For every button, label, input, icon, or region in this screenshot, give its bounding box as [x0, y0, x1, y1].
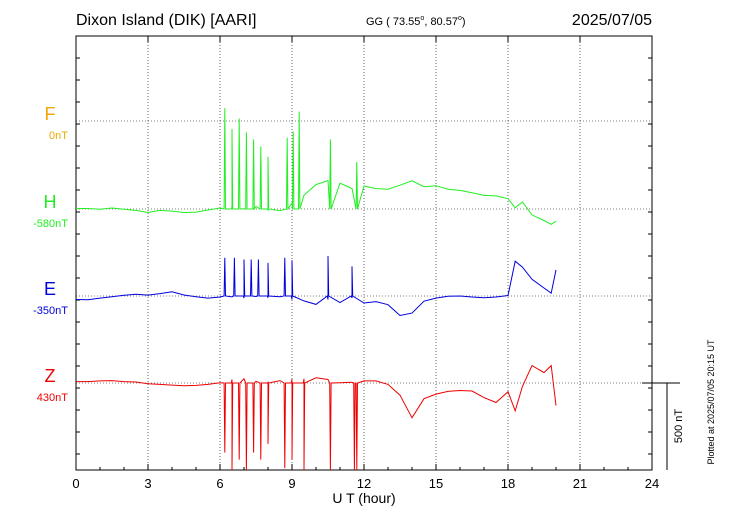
x-tick-label: 12: [357, 476, 371, 491]
series-offset-h: -580nT: [33, 218, 68, 230]
x-tick-label: 21: [573, 476, 587, 491]
coords-text: GG ( 73.55o, 80.57o): [366, 15, 466, 28]
series-name-f: F: [45, 104, 56, 124]
scale-bar: 500 nT: [642, 382, 685, 470]
grid-layer: [76, 36, 652, 470]
series-line-h: [76, 108, 557, 225]
coords-prefix: GG ( 73.55: [366, 16, 420, 28]
x-axis-label: U T (hour): [332, 490, 395, 506]
series-name-e: E: [44, 279, 56, 299]
x-tick-label: 9: [288, 476, 295, 491]
series-name-h: H: [44, 192, 57, 212]
x-tick-label: 18: [501, 476, 515, 491]
series-offset-f: 0nT: [49, 130, 68, 142]
series-offset-e: -350nT: [33, 305, 68, 317]
scale-label: 500 nT: [673, 409, 685, 444]
x-ticks: 0 3 6 9 12 15 18 21 24: [72, 36, 659, 491]
series-offset-z: 430nT: [37, 392, 68, 404]
series-layer: [75, 108, 557, 471]
coords-mid: , 80.57: [424, 16, 458, 28]
station-title: Dixon Island (DIK) [AARI]: [76, 12, 257, 29]
x-tick-label: 6: [216, 476, 223, 491]
degree-sign: o: [420, 15, 424, 22]
coords-suffix: ): [462, 16, 466, 28]
x-tick-label: 0: [72, 476, 79, 491]
x-tick-label: 15: [429, 476, 443, 491]
x-tick-label: 24: [645, 476, 659, 491]
date-label: 2025/07/05: [572, 12, 652, 29]
x-tick-label: 3: [144, 476, 151, 491]
degree-sign-2: o: [458, 15, 462, 22]
plotted-at-note: Plotted at 2025/07/05 20:15 UT: [706, 339, 716, 465]
series-line-e: [75, 255, 557, 317]
series-name-z: Z: [45, 366, 56, 386]
series-line-z: [76, 364, 557, 471]
series-labels: F 0nT H -580nT E -350nT Z 430nT: [33, 104, 68, 404]
